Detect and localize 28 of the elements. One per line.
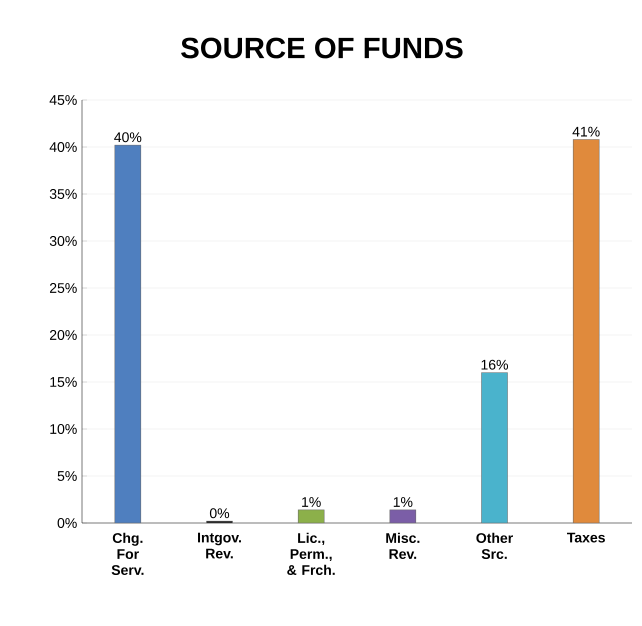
chart-title: SOURCE OF FUNDS [181,38,463,58]
bar [481,372,508,524]
x-tick-label: Lic., Perm., & Frch. [287,532,335,575]
x-tick-label: Taxes [567,532,605,542]
data-label: 1% [394,497,412,507]
y-tick-label: 30% [50,236,77,246]
bar [114,144,142,524]
data-label: 16% [482,360,508,370]
y-tick-label: 25% [50,283,77,293]
y-tick-label: 5% [58,471,77,481]
bar [572,139,600,524]
bar [390,510,416,524]
x-tick-label: Intgov. Rev. [198,532,241,558]
y-tick-label: 45% [50,95,77,105]
x-tick-label: Other Src. [476,532,513,559]
x-tick-label: Chg. For Serv. [112,532,144,575]
data-label: 41% [572,126,600,137]
bar [298,510,324,524]
x-tick-label: Misc. Rev. [386,532,420,559]
data-label: 40% [114,132,142,142]
data-label: 0% [210,508,230,518]
y-tick-label: 20% [50,330,77,340]
data-label: 1% [302,497,321,507]
y-tick-label: 15% [50,377,77,387]
y-tick-label: 40% [50,142,77,152]
y-tick-label: 0% [58,518,77,528]
y-tick-label: 10% [50,424,77,434]
y-tick-label: 35% [50,189,77,199]
